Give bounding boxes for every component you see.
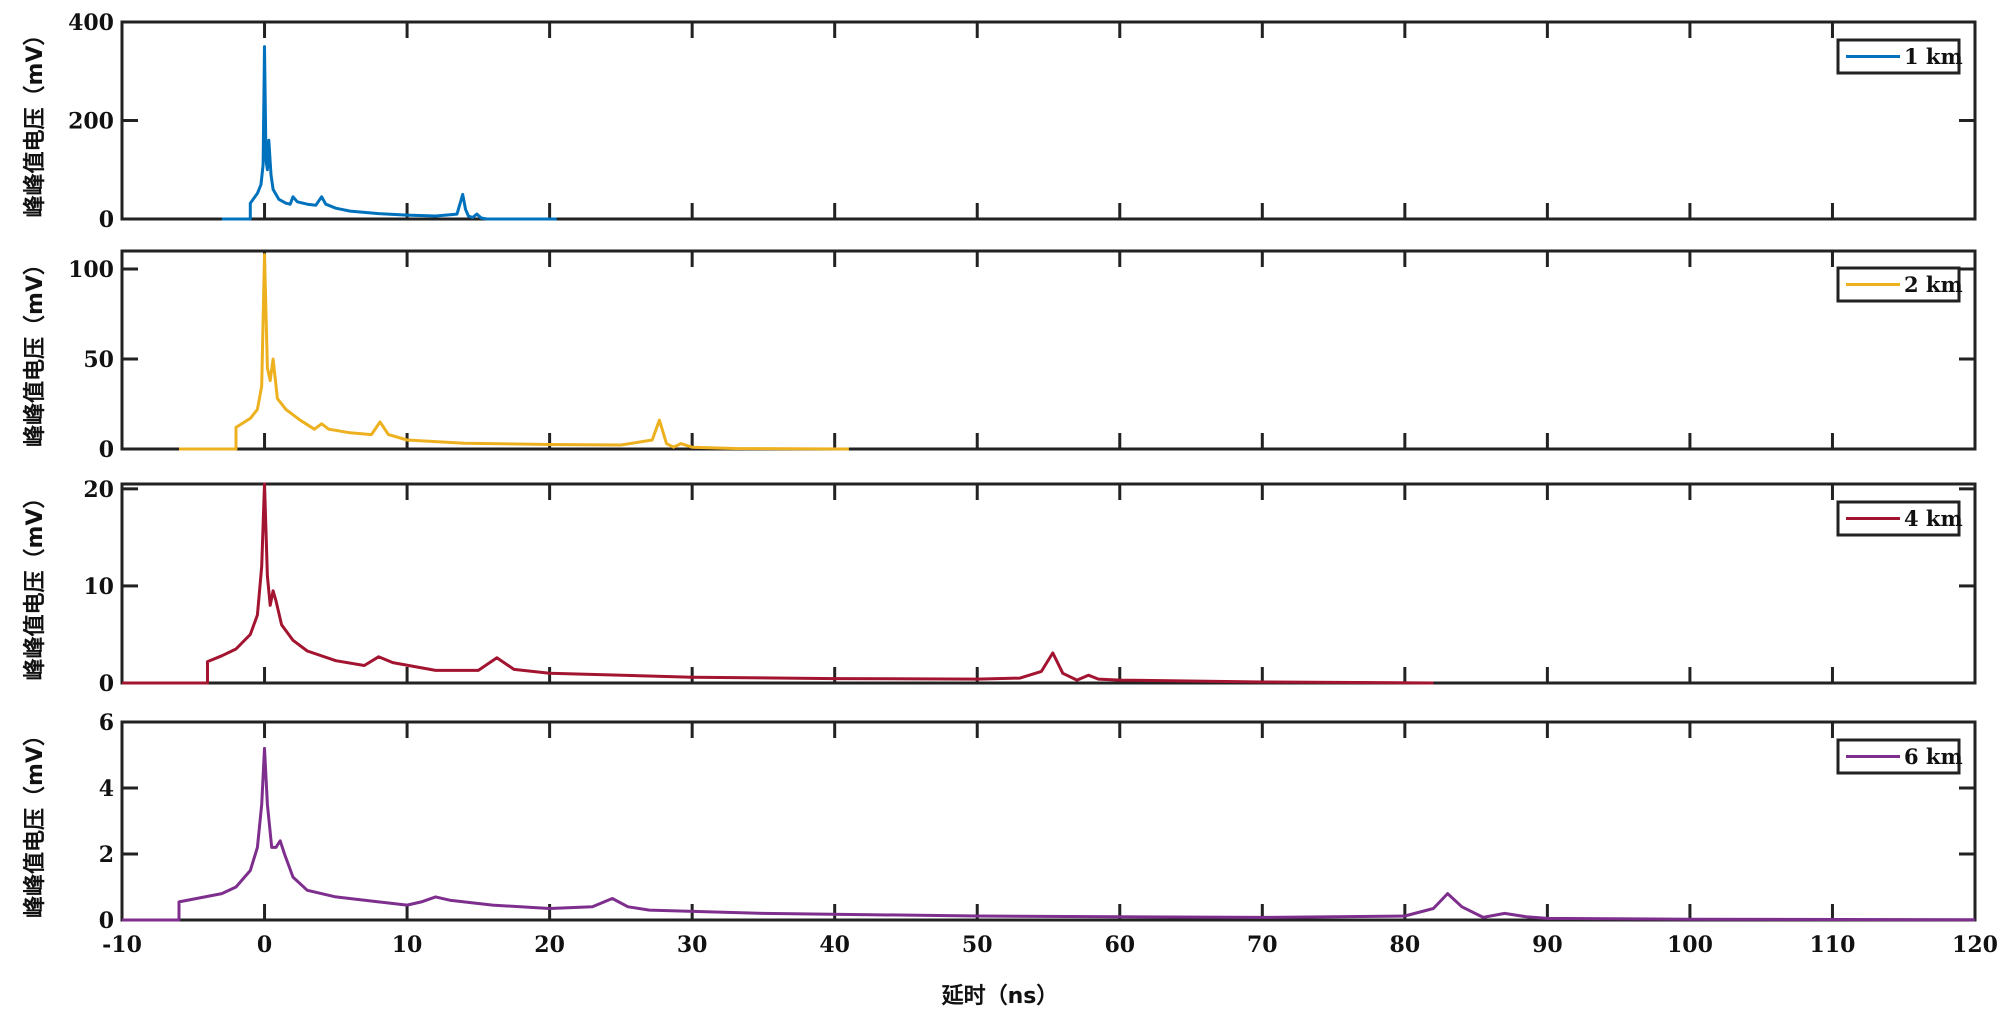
y-tick-label: 0 xyxy=(99,671,114,697)
x-tick-label: 40 xyxy=(819,932,850,958)
x-tick-label: 0 xyxy=(257,932,272,958)
y-tick-label: 0 xyxy=(99,908,114,934)
x-tick-label: 60 xyxy=(1104,932,1135,958)
series-line xyxy=(122,746,1976,922)
y-tick-label: 0 xyxy=(99,437,114,463)
y-axis-label: 峰峰值电压（mV） xyxy=(22,24,48,218)
x-tick-label: 70 xyxy=(1247,932,1278,958)
y-tick-label: 0 xyxy=(99,207,114,233)
x-tick-label: 120 xyxy=(1952,932,1998,958)
y-axis-label: 峰峰值电压（mV） xyxy=(22,724,48,918)
axes-frame xyxy=(120,249,1977,451)
series-line xyxy=(122,482,1434,685)
y-tick-label: 50 xyxy=(83,347,114,373)
panel-1km: 0 200 400 峰峰值电压（mV） 1 km xyxy=(22,10,1977,233)
x-tick-label: 80 xyxy=(1390,932,1421,958)
x-tick-label: -10 xyxy=(102,932,142,958)
series-line xyxy=(221,45,557,221)
y-axis-label: 峰峰值电压（mV） xyxy=(22,487,48,681)
y-tick-label: 6 xyxy=(99,710,114,736)
series-line xyxy=(179,253,849,451)
y-tick-label: 20 xyxy=(83,477,114,503)
legend-label: 1 km xyxy=(1904,44,1963,69)
x-tick-label: 50 xyxy=(962,932,993,958)
legend-label: 4 km xyxy=(1904,506,1963,531)
y-tick-label: 400 xyxy=(68,10,114,36)
x-tick-label: 110 xyxy=(1809,932,1855,958)
x-tick-label: 30 xyxy=(677,932,708,958)
legend-label: 2 km xyxy=(1904,272,1963,297)
y-tick-label: 200 xyxy=(68,109,114,135)
x-axis-label: 延时（ns） xyxy=(941,984,1059,1009)
x-tick-label: 10 xyxy=(392,932,423,958)
legend-label: 6 km xyxy=(1904,744,1963,769)
x-tick-label: 20 xyxy=(534,932,565,958)
y-tick-label: 10 xyxy=(83,574,114,600)
y-tick-label: 100 xyxy=(68,257,114,283)
axes-frame xyxy=(120,720,1977,922)
x-tick-label: 90 xyxy=(1532,932,1563,958)
axes-frame xyxy=(120,482,1977,685)
y-tick-label: 4 xyxy=(99,776,114,802)
y-tick-label: 2 xyxy=(99,842,114,868)
panel-2km: 0 50 100 峰峰值电压（mV） 2 km xyxy=(22,249,1977,463)
y-axis-label: 峰峰值电压（mV） xyxy=(22,253,48,447)
panel-4km: 0 10 20 峰峰值电压（mV） 4 km xyxy=(22,477,1977,697)
x-tick-label: 100 xyxy=(1667,932,1713,958)
